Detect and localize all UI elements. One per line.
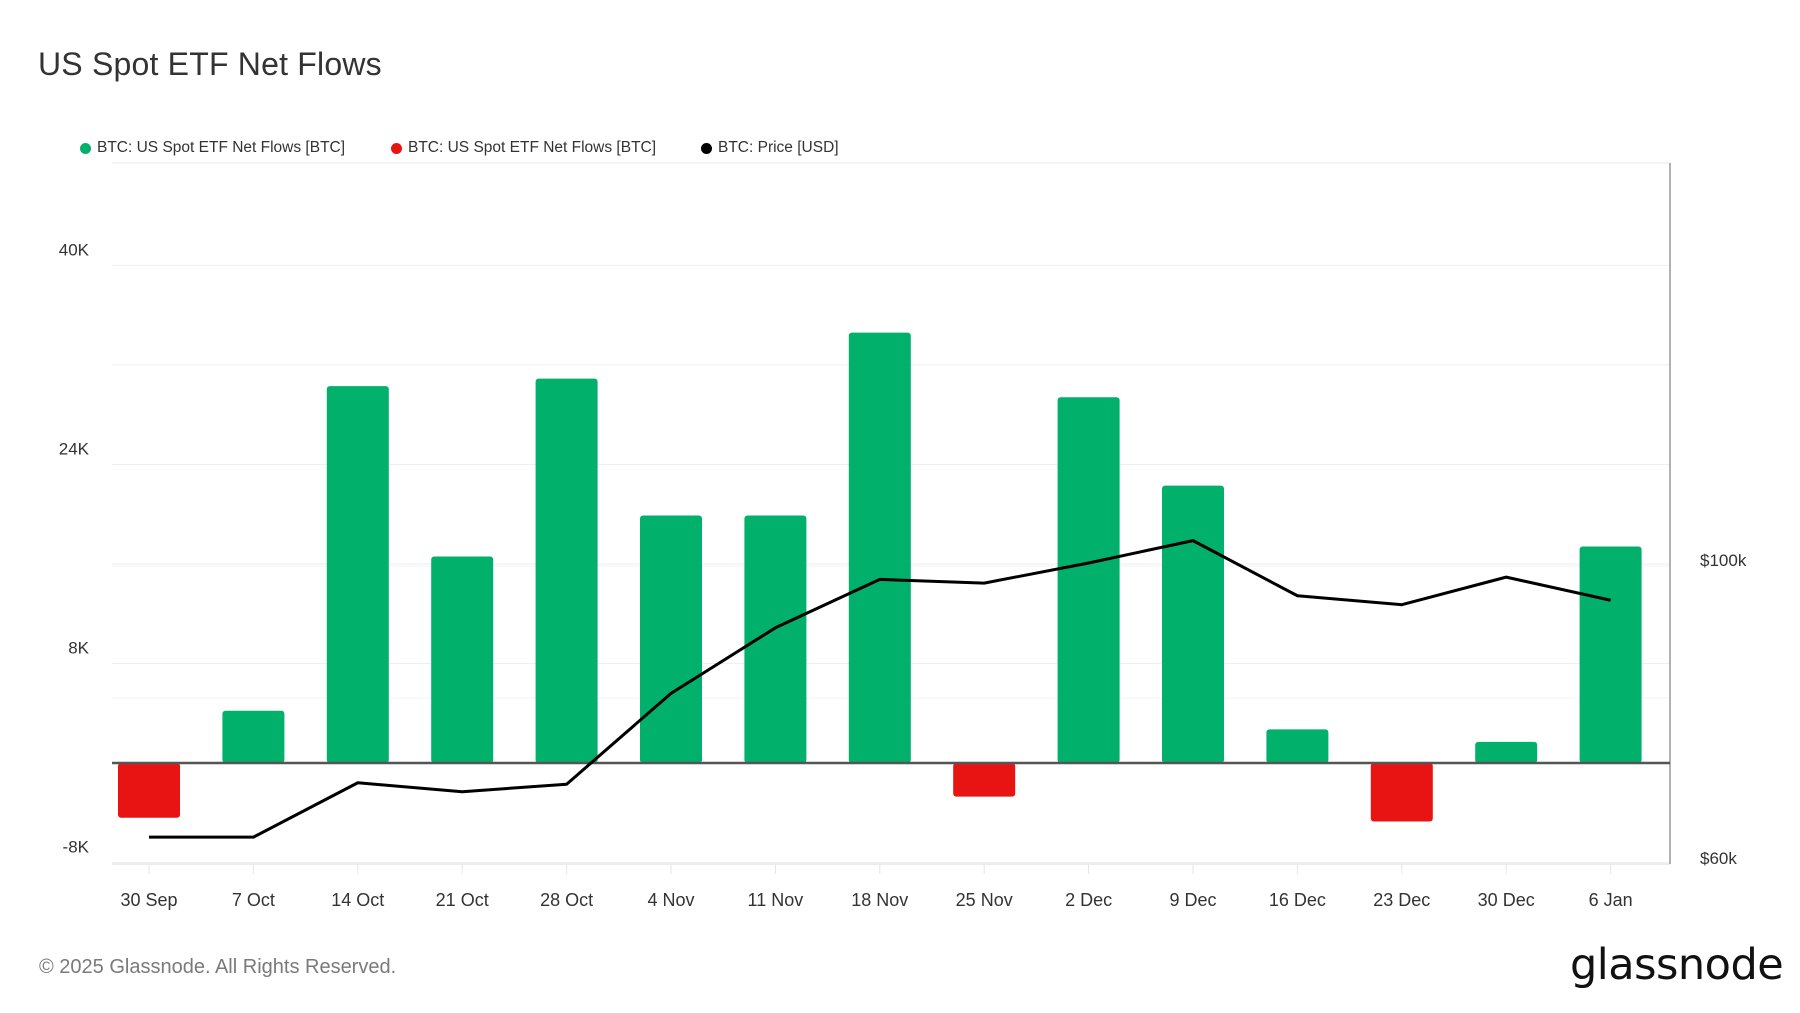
legend-dot-red-icon <box>391 142 402 154</box>
left-axis-tick: -8K <box>63 838 90 857</box>
legend-item-inflows[interactable]: BTC: US Spot ETF Net Flows [BTC] <box>80 139 345 157</box>
left-axis-tick: 24K <box>59 439 90 458</box>
bar-inflow[interactable] <box>431 556 494 763</box>
legend-item-outflows[interactable]: BTC: US Spot ETF Net Flows [BTC] <box>391 139 656 157</box>
left-axis-tick: 40K <box>59 240 90 259</box>
left-axis: 40K 24K 8K -8K <box>59 240 90 856</box>
bar-inflow[interactable] <box>744 515 807 763</box>
right-axis: $100k $60k <box>1669 163 1747 868</box>
x-axis: 30 Sep 7 Oct 14 Oct 21 Oct 28 Oct 4 Nov 11 Nov… <box>120 864 1633 910</box>
left-axis-tick: 8K <box>68 638 89 657</box>
bar-inflow[interactable] <box>640 515 702 763</box>
x-axis-label: 7 Oct <box>232 890 275 910</box>
right-axis-tick: $100k <box>1700 551 1747 570</box>
legend-dot-green-icon <box>80 142 91 154</box>
x-axis-label: 16 Dec <box>1269 890 1326 910</box>
x-axis-label: 18 Nov <box>851 890 908 910</box>
chart-title: US Spot ETF Net Flows <box>38 46 382 82</box>
legend-label: BTC: US Spot ETF Net Flows [BTC] <box>97 139 346 156</box>
bar-outflow[interactable] <box>1370 763 1433 822</box>
x-axis-label: 6 Jan <box>1589 890 1633 910</box>
bars <box>118 332 1642 822</box>
bar-inflow[interactable] <box>222 710 285 763</box>
x-axis-label: 30 Sep <box>120 890 177 910</box>
x-axis-label: 30 Dec <box>1478 890 1535 910</box>
right-axis-tick: $60k <box>1700 849 1737 868</box>
bar-inflow[interactable] <box>1475 741 1538 763</box>
bar-inflow[interactable] <box>848 332 911 763</box>
x-axis-label: 28 Oct <box>540 890 593 910</box>
x-axis-label: 9 Dec <box>1169 890 1216 910</box>
glassnode-logo: glassnode <box>1570 940 1784 990</box>
bar-inflow[interactable] <box>1266 729 1329 763</box>
copyright-footer: © 2025 Glassnode. All Rights Reserved. <box>39 956 397 978</box>
x-axis-label: 11 Nov <box>748 890 804 910</box>
legend-label: BTC: Price [USD] <box>718 139 839 156</box>
x-axis-label: 4 Nov <box>647 890 694 910</box>
bar-inflow[interactable] <box>535 378 598 763</box>
bar-outflow[interactable] <box>118 763 180 818</box>
x-axis-label: 23 Dec <box>1373 890 1430 910</box>
x-axis-label: 2 Dec <box>1065 890 1112 910</box>
x-axis-label: 25 Nov <box>956 890 1013 910</box>
bar-inflow[interactable] <box>1057 397 1120 763</box>
bar-inflow[interactable] <box>326 386 389 763</box>
price-line <box>149 539 1611 839</box>
legend-item-price[interactable]: BTC: Price [USD] <box>701 139 839 157</box>
bar-outflow[interactable] <box>953 763 1016 797</box>
legend-dot-black-icon <box>701 142 712 154</box>
legend-label: BTC: US Spot ETF Net Flows [BTC] <box>408 139 657 156</box>
bar-inflow[interactable] <box>1162 485 1224 763</box>
bar-inflow[interactable] <box>1579 546 1642 763</box>
x-axis-label: 14 Oct <box>331 890 384 910</box>
x-axis-label: 21 Oct <box>436 890 489 910</box>
